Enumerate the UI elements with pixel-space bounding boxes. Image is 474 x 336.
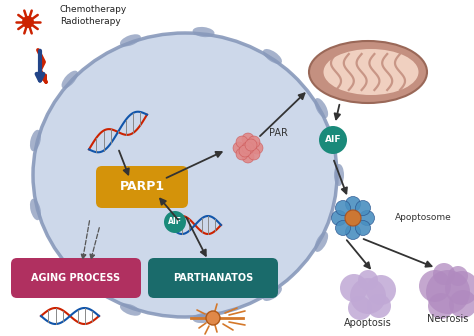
Circle shape [233,142,245,154]
Circle shape [336,201,350,215]
Circle shape [248,148,260,160]
Circle shape [242,151,254,163]
Text: Necrosis: Necrosis [428,314,469,324]
Text: AIF: AIF [325,135,341,144]
Circle shape [449,290,474,318]
Circle shape [164,211,186,233]
Ellipse shape [309,41,427,103]
Circle shape [248,136,260,148]
Ellipse shape [315,98,328,118]
Ellipse shape [120,34,141,46]
Circle shape [336,220,350,236]
Ellipse shape [120,303,141,316]
Circle shape [419,270,451,302]
Circle shape [366,275,396,305]
Text: Apoptosis: Apoptosis [344,318,392,328]
Ellipse shape [30,199,41,220]
Circle shape [433,263,455,285]
Text: AIF: AIF [168,217,182,226]
Text: PAR: PAR [269,128,287,138]
Circle shape [348,296,372,320]
Circle shape [346,224,361,240]
Ellipse shape [323,49,419,95]
Ellipse shape [315,232,328,252]
Text: Chemotherapy
Radiotherapy: Chemotherapy Radiotherapy [60,5,127,26]
Circle shape [206,311,220,325]
Text: AGING PROCESS: AGING PROCESS [31,273,120,283]
Ellipse shape [334,164,344,186]
Circle shape [367,294,391,318]
Circle shape [428,293,454,319]
Ellipse shape [30,130,41,151]
Circle shape [358,270,378,290]
Ellipse shape [192,313,215,323]
Circle shape [426,270,470,314]
FancyBboxPatch shape [148,258,278,298]
Circle shape [242,142,254,154]
Ellipse shape [62,262,78,279]
Ellipse shape [33,33,337,317]
Ellipse shape [263,286,282,301]
Circle shape [350,278,386,314]
Circle shape [448,266,468,286]
Ellipse shape [192,27,215,37]
Circle shape [251,142,263,154]
Circle shape [331,210,346,225]
FancyBboxPatch shape [96,166,188,208]
Text: PARP1: PARP1 [119,180,164,194]
Circle shape [22,16,34,28]
Ellipse shape [62,71,78,88]
Circle shape [346,197,361,211]
FancyBboxPatch shape [11,258,141,298]
Text: PARTHANATOS: PARTHANATOS [173,273,253,283]
Circle shape [345,210,361,226]
Circle shape [319,126,347,154]
Circle shape [356,201,371,215]
Circle shape [236,136,248,148]
Circle shape [445,271,474,305]
Circle shape [236,148,248,160]
Circle shape [239,145,251,157]
Circle shape [359,210,374,225]
Circle shape [242,133,254,145]
Ellipse shape [263,49,282,64]
Circle shape [340,274,368,302]
Text: Apoptosome: Apoptosome [395,213,452,222]
Circle shape [245,139,257,151]
Circle shape [356,220,371,236]
